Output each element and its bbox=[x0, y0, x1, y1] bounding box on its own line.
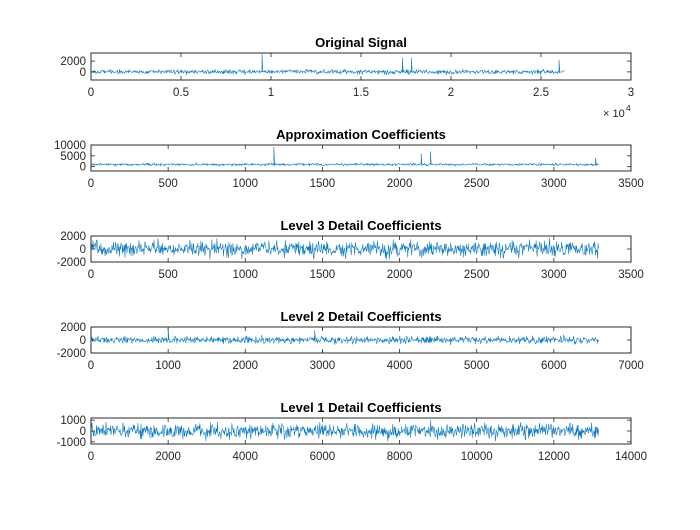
axes-frame bbox=[90, 144, 632, 172]
x-tick-label: 0 bbox=[88, 87, 94, 99]
x-tick-label: 6000 bbox=[310, 451, 336, 463]
x-tick-label: 10000 bbox=[461, 451, 493, 463]
x-tick-label: 2000 bbox=[387, 269, 413, 281]
x-tick-label: 1500 bbox=[310, 178, 336, 190]
x-tick-label: 4000 bbox=[387, 360, 413, 372]
x-tick-label: 500 bbox=[159, 269, 178, 281]
y-tick-label: -2000 bbox=[57, 348, 86, 360]
x-tick-label: 3000 bbox=[541, 178, 567, 190]
x-tick-label: 12000 bbox=[538, 451, 570, 463]
axes-border bbox=[90, 144, 632, 172]
chart-title: Level 2 Detail Coefficients bbox=[280, 309, 441, 324]
x-tick-label: 3000 bbox=[541, 269, 567, 281]
y-tick-label: 5000 bbox=[60, 151, 86, 163]
x-tick-label: 0.5 bbox=[173, 87, 189, 99]
chart-title: Approximation Coefficients bbox=[276, 127, 446, 142]
y-tick-label: 2000 bbox=[60, 322, 86, 334]
x-tick-label: 0 bbox=[88, 178, 94, 190]
subplot-4: Level 2 Detail Coefficients 0 1000 2000 3000… bbox=[57, 309, 644, 372]
subplot-2: Approximation Coefficients 0 500 1000 1500 20… bbox=[54, 127, 644, 190]
y-tick-label: 0 bbox=[80, 426, 86, 438]
x-tick-label: 1000 bbox=[232, 178, 258, 190]
series-line bbox=[91, 237, 599, 260]
x-tick-label: 2500 bbox=[464, 269, 490, 281]
x-tick-label: 1500 bbox=[310, 269, 336, 281]
y-tick-label: 2000 bbox=[60, 231, 86, 243]
y-tick-label: 2000 bbox=[60, 56, 86, 68]
x-tick-label: 1000 bbox=[232, 269, 258, 281]
x-tick-label: 7000 bbox=[618, 360, 644, 372]
x-tick-label: 3 bbox=[628, 87, 634, 99]
subplot-3: Level 3 Detail Coefficients 0 500 1000 1500 2… bbox=[57, 218, 644, 281]
x-exponent-power: 4 bbox=[626, 103, 631, 113]
x-tick-label: 1 bbox=[268, 87, 274, 99]
x-tick-label: 2000 bbox=[232, 360, 258, 372]
y-tick-label: -2000 bbox=[57, 257, 86, 269]
x-tick-label: 3000 bbox=[310, 360, 336, 372]
x-tick-label: 1000 bbox=[155, 360, 181, 372]
x-tick-label: 0 bbox=[88, 360, 94, 372]
x-tick-label: 500 bbox=[159, 178, 178, 190]
x-tick-label: 1.5 bbox=[353, 87, 369, 99]
x-tick-label: 0 bbox=[88, 451, 94, 463]
x-tick-label: 2 bbox=[448, 87, 454, 99]
chart-title: Original Signal bbox=[315, 35, 407, 50]
x-tick-label: 2.5 bbox=[533, 87, 549, 99]
y-tick-label: -1000 bbox=[57, 437, 86, 449]
x-tick-label: 2000 bbox=[155, 451, 181, 463]
x-tick-label: 3500 bbox=[618, 269, 644, 281]
y-tick-label: 0 bbox=[80, 335, 86, 347]
y-tick-label: 0 bbox=[80, 244, 86, 256]
series-line bbox=[91, 146, 599, 167]
x-tick-label: 2000 bbox=[387, 178, 413, 190]
y-tick-label: 0 bbox=[80, 67, 86, 79]
x-tick-label: 14000 bbox=[615, 451, 647, 463]
chart-title: Level 1 Detail Coefficients bbox=[280, 400, 441, 415]
x-tick-label: 8000 bbox=[387, 451, 413, 463]
x-tick-label: 2500 bbox=[464, 178, 490, 190]
subplot-5: Level 1 Detail Coefficients 0 2000 4000 6000… bbox=[57, 400, 647, 463]
axes-frame bbox=[90, 326, 632, 354]
x-tick-label: 4000 bbox=[232, 451, 258, 463]
chart-title: Level 3 Detail Coefficients bbox=[280, 218, 441, 233]
y-tick-label: 0 bbox=[80, 162, 86, 174]
y-tick-label: 10000 bbox=[54, 140, 86, 152]
series-line bbox=[91, 53, 565, 76]
y-tick-label: 1000 bbox=[60, 415, 86, 427]
x-tick-label: 3500 bbox=[618, 178, 644, 190]
x-exponent-label: × 10 bbox=[603, 108, 625, 120]
x-tick-label: 6000 bbox=[541, 360, 567, 372]
axes-frame bbox=[90, 52, 632, 81]
x-tick-label: 0 bbox=[88, 269, 94, 281]
x-tick-label: 5000 bbox=[464, 360, 490, 372]
series-line bbox=[91, 419, 599, 442]
